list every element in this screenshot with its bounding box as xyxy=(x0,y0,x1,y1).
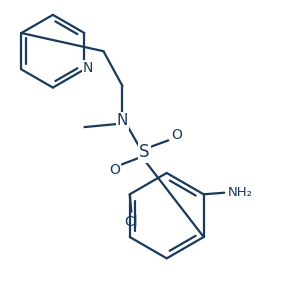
Text: Cl: Cl xyxy=(124,215,138,229)
Text: NH₂: NH₂ xyxy=(227,186,253,199)
Text: N: N xyxy=(83,61,93,75)
Text: S: S xyxy=(139,143,150,161)
Text: O: O xyxy=(109,163,120,177)
Text: N: N xyxy=(117,113,128,128)
Text: O: O xyxy=(171,128,182,142)
